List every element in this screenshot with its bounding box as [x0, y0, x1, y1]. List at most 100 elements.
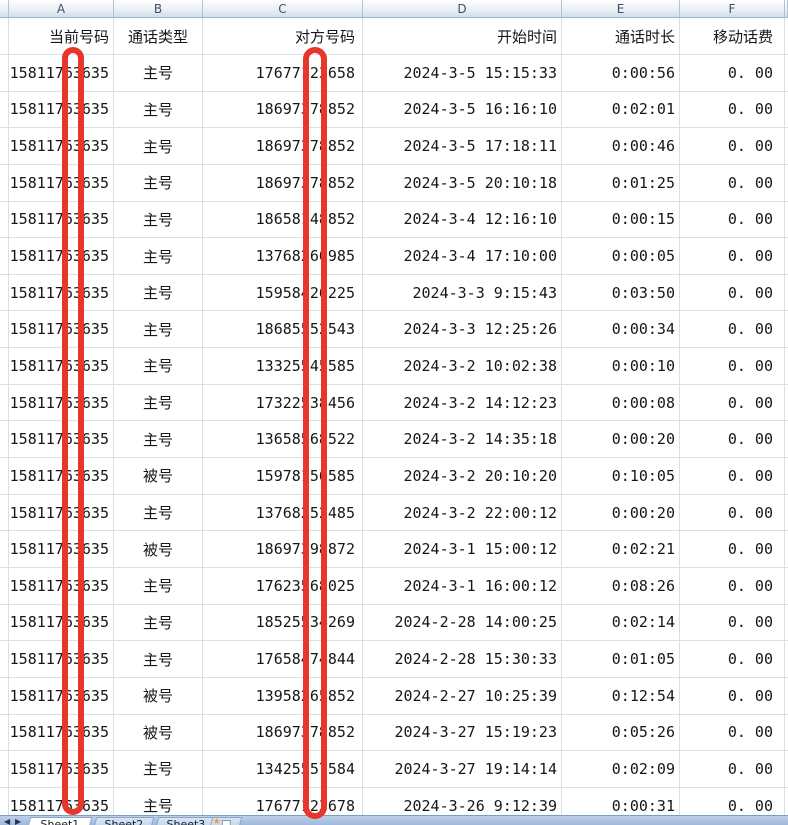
- cell-empty[interactable]: [785, 458, 788, 495]
- cell-empty[interactable]: [0, 531, 9, 568]
- cell-C6[interactable]: 18658148852: [203, 201, 363, 239]
- cell-F3[interactable]: 0. 00: [680, 91, 785, 129]
- sheet-tab-sheet2[interactable]: Sheet2: [91, 817, 155, 825]
- cell-A13[interactable]: 15811763635: [9, 458, 114, 495]
- cell-A21[interactable]: 15811763635: [9, 751, 114, 788]
- cell-B15[interactable]: 被号: [114, 531, 203, 568]
- cell-D8[interactable]: 2024-3-3 9:15:43: [363, 274, 562, 312]
- cell-E15[interactable]: 0:02:21: [562, 531, 680, 568]
- cell-empty[interactable]: [785, 128, 788, 165]
- cell-A20[interactable]: 15811763635: [9, 714, 114, 752]
- cell-A6[interactable]: 15811763635: [9, 201, 114, 239]
- cell-empty[interactable]: [0, 91, 9, 129]
- cell-D18[interactable]: 2024-2-28 15:30:33: [363, 641, 562, 678]
- cell-D10[interactable]: 2024-3-2 10:02:38: [363, 348, 562, 385]
- cell-empty[interactable]: [0, 641, 9, 678]
- cell-E3[interactable]: 0:02:01: [562, 91, 680, 129]
- sheet-tab-sheet3[interactable]: Sheet3: [153, 817, 217, 825]
- column-header-B[interactable]: B: [114, 0, 203, 18]
- cell-empty[interactable]: [785, 202, 788, 239]
- cell-C2[interactable]: 17677123658: [203, 55, 363, 92]
- cell-empty[interactable]: [785, 568, 788, 605]
- cell-C3[interactable]: 18697378852: [203, 91, 363, 129]
- cell-E9[interactable]: 0:00:34: [562, 311, 680, 349]
- cell-empty[interactable]: [0, 55, 9, 92]
- cell-B13[interactable]: 被号: [114, 458, 203, 495]
- cell-D22[interactable]: 2024-3-26 9:12:39: [363, 787, 562, 825]
- cell-E8[interactable]: 0:03:50: [562, 274, 680, 312]
- cell-D19[interactable]: 2024-2-27 10:25:39: [363, 677, 562, 715]
- cell-D21[interactable]: 2024-3-27 19:14:14: [363, 751, 562, 788]
- cell-D1[interactable]: 开始时间: [363, 18, 562, 55]
- cell-D3[interactable]: 2024-3-5 16:16:10: [363, 91, 562, 129]
- cell-A18[interactable]: 15811763635: [9, 641, 114, 678]
- cell-empty[interactable]: [0, 274, 9, 312]
- cell-A1[interactable]: 当前号码: [9, 18, 114, 55]
- cell-B4[interactable]: 主号: [114, 128, 203, 165]
- cell-E7[interactable]: 0:00:05: [562, 238, 680, 275]
- cell-E17[interactable]: 0:02:14: [562, 604, 680, 642]
- cell-C5[interactable]: 18697378852: [203, 164, 363, 202]
- cell-D16[interactable]: 2024-3-1 16:00:12: [363, 567, 562, 605]
- cell-empty[interactable]: [0, 677, 9, 715]
- cell-F14[interactable]: 0. 00: [680, 494, 785, 532]
- cell-B5[interactable]: 主号: [114, 164, 203, 202]
- cell-empty[interactable]: [0, 128, 9, 165]
- cell-E1[interactable]: 通话时长: [562, 18, 680, 55]
- cell-empty[interactable]: [0, 714, 9, 752]
- cell-F10[interactable]: 0. 00: [680, 348, 785, 385]
- cell-D13[interactable]: 2024-3-2 20:10:20: [363, 458, 562, 495]
- cell-D17[interactable]: 2024-2-28 14:00:25: [363, 604, 562, 642]
- cell-C4[interactable]: 18697378852: [203, 128, 363, 165]
- cell-empty[interactable]: [0, 567, 9, 605]
- cell-A19[interactable]: 15811763635: [9, 677, 114, 715]
- cell-B11[interactable]: 主号: [114, 384, 203, 422]
- cell-C15[interactable]: 18697398872: [203, 531, 363, 568]
- cell-B19[interactable]: 被号: [114, 677, 203, 715]
- cell-B20[interactable]: 被号: [114, 714, 203, 752]
- cell-F13[interactable]: 0. 00: [680, 458, 785, 495]
- cell-empty[interactable]: [785, 531, 788, 568]
- cell-empty[interactable]: [0, 384, 9, 422]
- cell-D20[interactable]: 2024-3-27 15:19:23: [363, 714, 562, 752]
- cell-E16[interactable]: 0:08:26: [562, 567, 680, 605]
- cell-empty[interactable]: [785, 421, 788, 459]
- cell-F16[interactable]: 0. 00: [680, 567, 785, 605]
- column-header-E[interactable]: E: [562, 0, 680, 18]
- cell-F18[interactable]: 0. 00: [680, 641, 785, 678]
- cell-empty[interactable]: [0, 604, 9, 642]
- cell-empty[interactable]: [0, 18, 9, 55]
- cell-empty[interactable]: [785, 495, 788, 532]
- cell-F4[interactable]: 0. 00: [680, 128, 785, 165]
- cell-empty[interactable]: [0, 494, 9, 532]
- cell-E6[interactable]: 0:00:15: [562, 201, 680, 239]
- cell-A16[interactable]: 15811763635: [9, 567, 114, 605]
- cell-D4[interactable]: 2024-3-5 17:18:11: [363, 128, 562, 165]
- cell-C19[interactable]: 13958265852: [203, 677, 363, 715]
- cell-F2[interactable]: 0. 00: [680, 55, 785, 92]
- cell-empty[interactable]: [0, 458, 9, 495]
- cell-B18[interactable]: 主号: [114, 641, 203, 678]
- cell-C14[interactable]: 13768252485: [203, 494, 363, 532]
- cell-C20[interactable]: 18697378852: [203, 714, 363, 752]
- cell-A5[interactable]: 15811763635: [9, 164, 114, 202]
- cell-A12[interactable]: 15811763635: [9, 421, 114, 459]
- cell-C17[interactable]: 18525534269: [203, 604, 363, 642]
- column-header-C[interactable]: C: [203, 0, 363, 18]
- cell-empty[interactable]: [785, 385, 788, 422]
- cell-empty[interactable]: [0, 238, 9, 275]
- cell-empty[interactable]: [785, 641, 788, 678]
- cell-B2[interactable]: 主号: [114, 55, 203, 92]
- cell-F7[interactable]: 0. 00: [680, 238, 785, 275]
- cell-B9[interactable]: 主号: [114, 311, 203, 349]
- cell-B7[interactable]: 主号: [114, 238, 203, 275]
- cell-C21[interactable]: 13425557584: [203, 751, 363, 788]
- cell-D7[interactable]: 2024-3-4 17:10:00: [363, 238, 562, 275]
- cell-F21[interactable]: 0. 00: [680, 751, 785, 788]
- cell-F12[interactable]: 0. 00: [680, 421, 785, 459]
- cell-F19[interactable]: 0. 00: [680, 677, 785, 715]
- cell-C9[interactable]: 18685552543: [203, 311, 363, 349]
- cell-D5[interactable]: 2024-3-5 20:10:18: [363, 164, 562, 202]
- tab-scroll-right-icon[interactable]: ▶: [15, 817, 22, 825]
- cell-E4[interactable]: 0:00:46: [562, 128, 680, 165]
